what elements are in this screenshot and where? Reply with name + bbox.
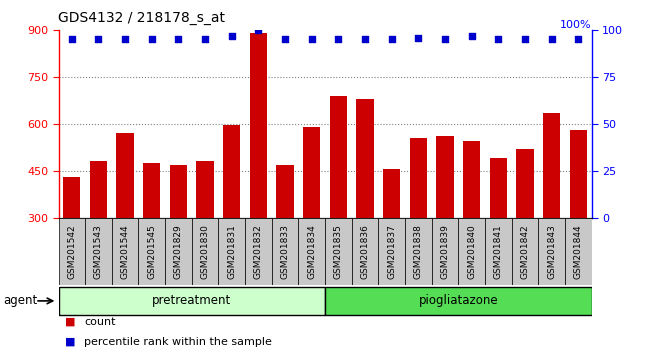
- Bar: [512, 218, 538, 285]
- Point: [280, 37, 291, 42]
- Bar: [245, 218, 272, 285]
- Bar: [543, 113, 560, 218]
- Bar: [458, 218, 485, 285]
- Text: 100%: 100%: [560, 20, 592, 30]
- Bar: [325, 218, 352, 285]
- Text: pretreatment: pretreatment: [152, 294, 231, 307]
- Text: GDS4132 / 218178_s_at: GDS4132 / 218178_s_at: [58, 11, 226, 25]
- Text: GSM201831: GSM201831: [227, 224, 236, 279]
- Bar: [250, 33, 267, 218]
- Text: GSM201842: GSM201842: [521, 224, 529, 279]
- Text: ■: ■: [65, 337, 75, 347]
- Bar: [218, 218, 245, 285]
- Point: [120, 37, 130, 42]
- Bar: [410, 138, 427, 218]
- Bar: [330, 96, 347, 218]
- Text: agent: agent: [3, 295, 38, 307]
- Point: [333, 37, 343, 42]
- Bar: [58, 287, 325, 315]
- Point: [439, 37, 450, 42]
- Text: GSM201834: GSM201834: [307, 224, 316, 279]
- Bar: [565, 218, 592, 285]
- Bar: [116, 133, 134, 218]
- Bar: [432, 218, 458, 285]
- Text: GSM201838: GSM201838: [414, 224, 422, 279]
- Bar: [516, 149, 534, 218]
- Bar: [192, 218, 218, 285]
- Point: [147, 37, 157, 42]
- Bar: [325, 287, 592, 315]
- Bar: [63, 177, 81, 218]
- Bar: [569, 130, 587, 218]
- Text: GSM201544: GSM201544: [121, 224, 129, 279]
- Text: GSM201829: GSM201829: [174, 224, 183, 279]
- Point: [493, 37, 504, 42]
- Text: percentile rank within the sample: percentile rank within the sample: [84, 337, 272, 347]
- Bar: [90, 161, 107, 218]
- Point: [413, 35, 424, 40]
- Bar: [58, 218, 85, 285]
- Text: GSM201843: GSM201843: [547, 224, 556, 279]
- Bar: [485, 218, 512, 285]
- Bar: [223, 125, 240, 218]
- Text: GSM201832: GSM201832: [254, 224, 263, 279]
- Bar: [138, 218, 165, 285]
- Text: GSM201545: GSM201545: [148, 224, 156, 279]
- Bar: [112, 218, 138, 285]
- Text: GSM201844: GSM201844: [574, 224, 582, 279]
- Bar: [85, 218, 112, 285]
- Bar: [405, 218, 432, 285]
- Text: GSM201840: GSM201840: [467, 224, 476, 279]
- Bar: [165, 218, 192, 285]
- Text: GSM201542: GSM201542: [68, 224, 76, 279]
- Point: [573, 37, 584, 42]
- Bar: [538, 218, 565, 285]
- Point: [520, 37, 530, 42]
- Bar: [170, 165, 187, 218]
- Text: ■: ■: [65, 317, 75, 327]
- Text: GSM201835: GSM201835: [334, 224, 343, 279]
- Bar: [298, 218, 325, 285]
- Point: [67, 37, 77, 42]
- Point: [227, 33, 237, 39]
- Bar: [489, 158, 507, 218]
- Text: GSM201830: GSM201830: [201, 224, 209, 279]
- Point: [200, 37, 211, 42]
- Bar: [378, 218, 405, 285]
- Bar: [356, 99, 374, 218]
- Point: [94, 37, 104, 42]
- Bar: [303, 127, 320, 218]
- Bar: [352, 218, 378, 285]
- Text: GSM201837: GSM201837: [387, 224, 396, 279]
- Text: GSM201841: GSM201841: [494, 224, 502, 279]
- Bar: [463, 141, 480, 218]
- Bar: [436, 136, 454, 218]
- Text: GSM201839: GSM201839: [441, 224, 449, 279]
- Point: [467, 33, 477, 39]
- Point: [254, 27, 264, 33]
- Text: count: count: [84, 317, 116, 327]
- Bar: [383, 169, 400, 218]
- Point: [386, 37, 396, 42]
- Bar: [143, 163, 161, 218]
- Bar: [272, 218, 298, 285]
- Text: piogliatazone: piogliatazone: [419, 294, 498, 307]
- Text: GSM201833: GSM201833: [281, 224, 289, 279]
- Bar: [276, 165, 294, 218]
- Point: [360, 37, 370, 42]
- Point: [173, 37, 184, 42]
- Text: GSM201543: GSM201543: [94, 224, 103, 279]
- Bar: [196, 161, 214, 218]
- Point: [307, 37, 317, 42]
- Text: GSM201836: GSM201836: [361, 224, 369, 279]
- Point: [547, 37, 557, 42]
